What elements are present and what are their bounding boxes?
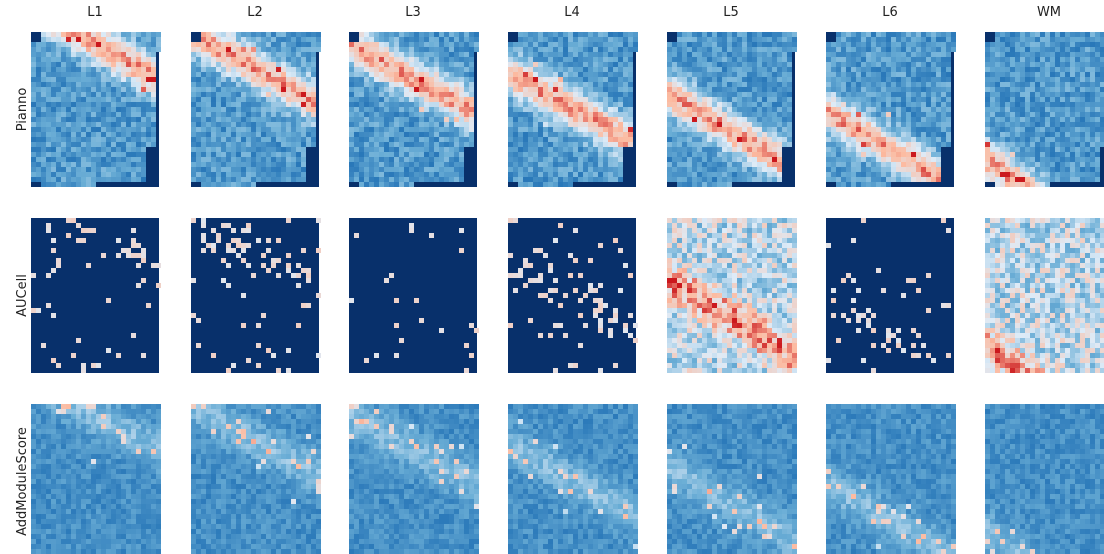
- heatmap-panel: [349, 404, 479, 554]
- heatmap-panel: [31, 218, 161, 373]
- heatmap-panel: [985, 32, 1104, 187]
- column-label: L4: [564, 5, 580, 20]
- column-label: L6: [882, 5, 898, 20]
- heatmap-panel: [667, 218, 797, 373]
- row-label: Pianno: [15, 88, 30, 132]
- heatmap-panel: [826, 218, 954, 373]
- row-label: AddModuleScore: [15, 427, 30, 536]
- heatmap-panel: [826, 32, 956, 187]
- heatmap-panel: [191, 404, 321, 554]
- heatmap-panel: [349, 218, 479, 373]
- heatmap-panel: [985, 218, 1104, 373]
- heatmap-panel: [31, 32, 161, 187]
- panel-background: [31, 218, 159, 373]
- heatmap-panel: [349, 32, 479, 187]
- heatmap-panel: [667, 404, 797, 554]
- heatmap-panel: [31, 404, 161, 554]
- heatmap-panel: [826, 404, 956, 554]
- heatmap-panel: [508, 32, 638, 187]
- column-label: L1: [87, 5, 103, 20]
- figure: L1 L2 L3 L4 L5 L6 WM Pianno AUCell AddModuleScore: [0, 0, 1104, 554]
- heatmap-panel: [508, 404, 638, 554]
- panel-background: [349, 218, 477, 373]
- heatmap-panel: [508, 218, 638, 373]
- heatmap-panel: [667, 32, 797, 187]
- column-label: L3: [405, 5, 421, 20]
- column-label: WM: [1037, 5, 1061, 20]
- heatmap-panel: [985, 404, 1104, 554]
- column-label: L2: [247, 5, 263, 20]
- column-label: L5: [723, 5, 739, 20]
- row-label: AUCell: [15, 274, 30, 317]
- panel-background: [191, 218, 319, 373]
- heatmap-panel: [191, 218, 321, 373]
- heatmap-panel: [191, 32, 321, 187]
